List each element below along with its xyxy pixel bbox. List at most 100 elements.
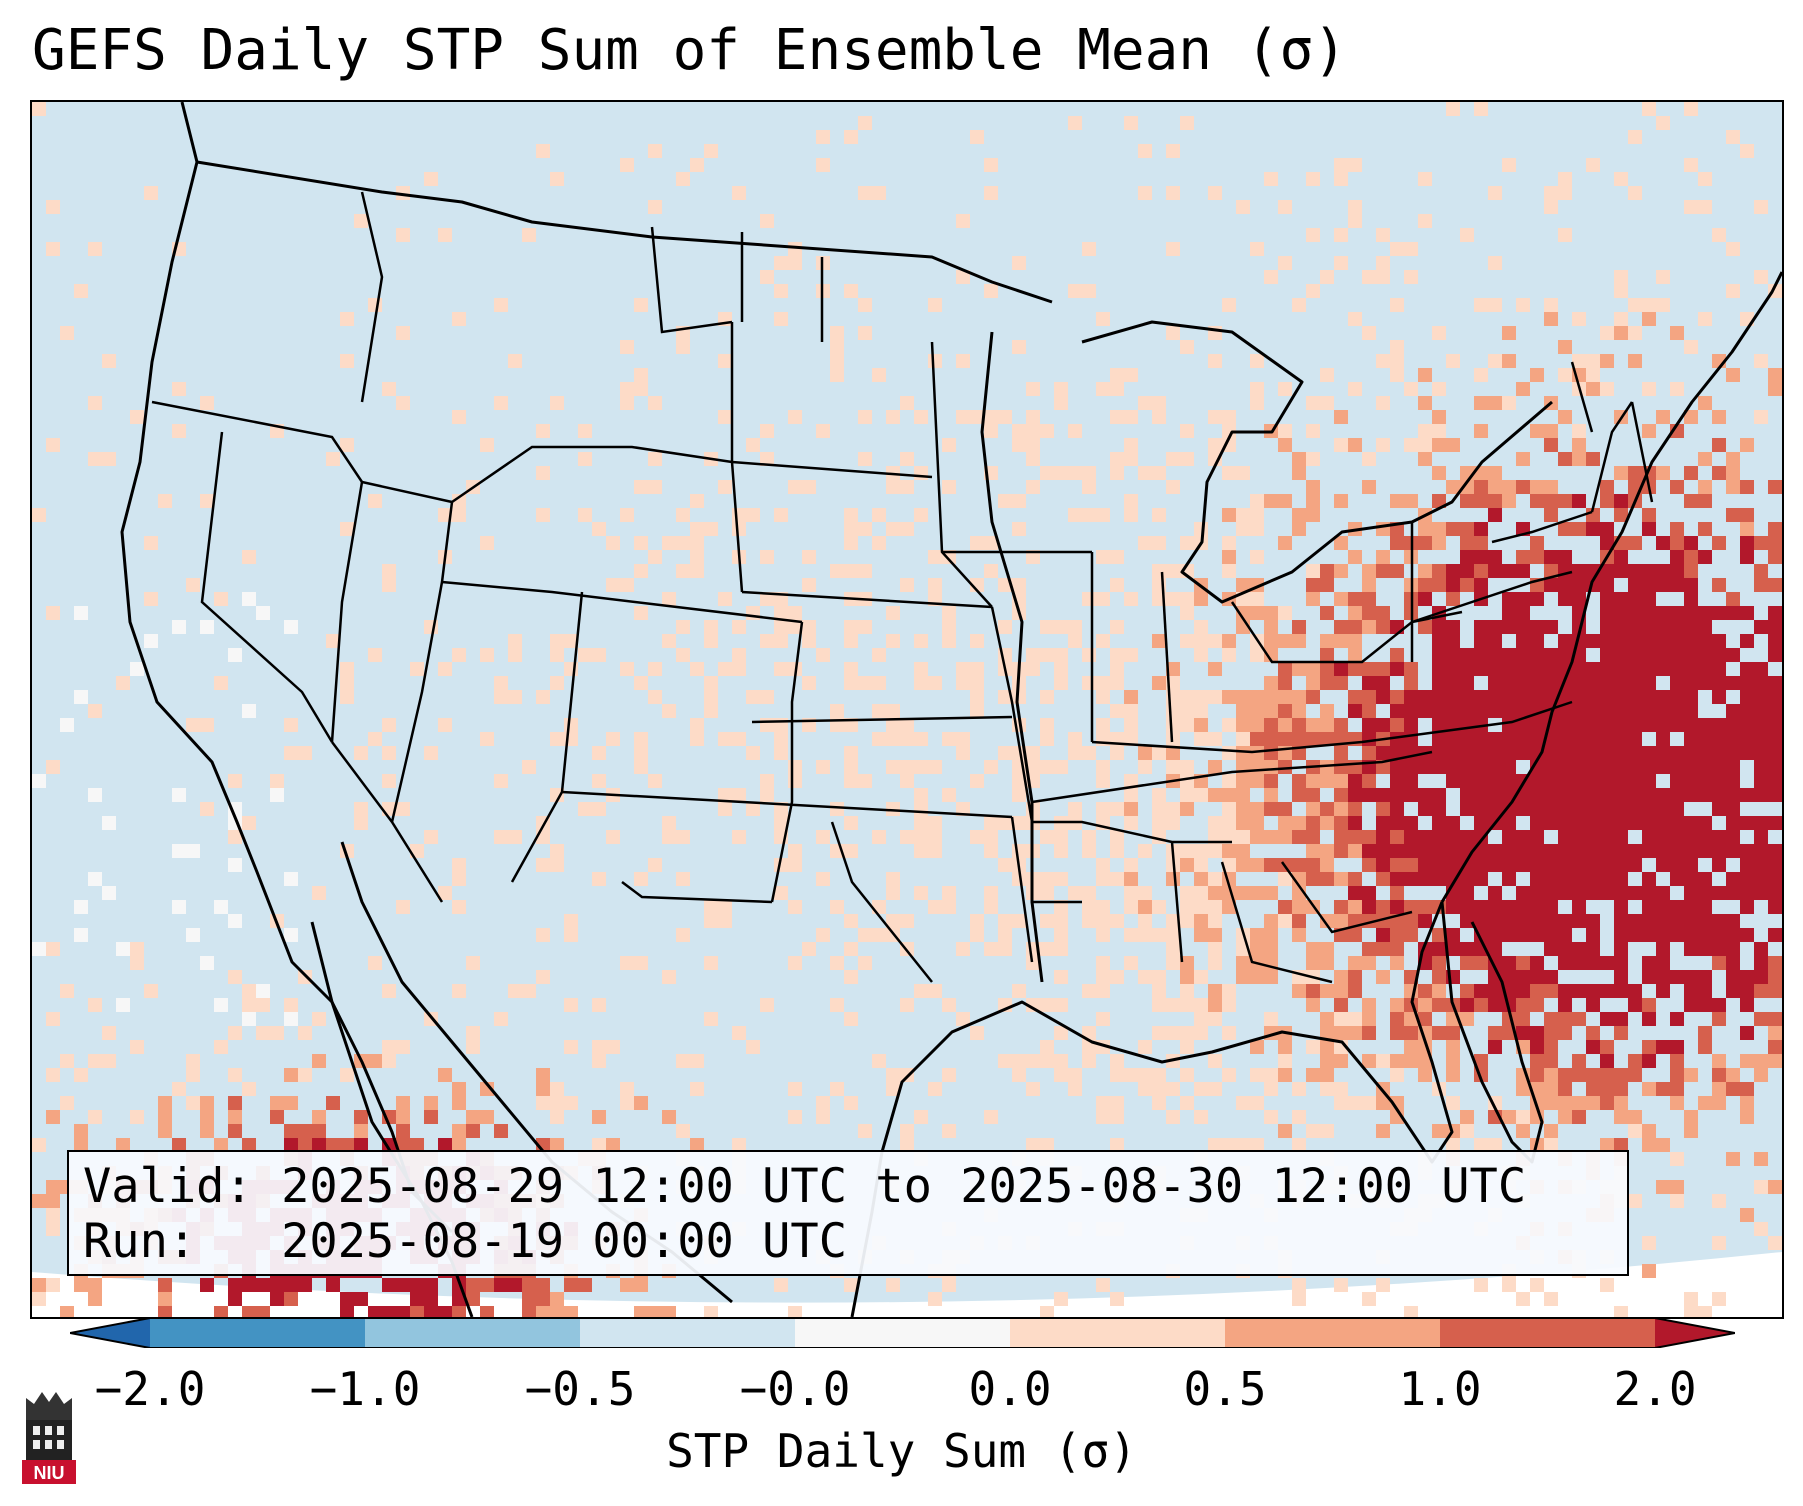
anomaly-cell bbox=[1292, 690, 1306, 704]
anomaly-cell bbox=[1516, 704, 1530, 718]
anomaly-cell bbox=[1698, 984, 1712, 998]
anomaly-cell bbox=[1740, 676, 1754, 690]
anomaly-cell bbox=[1670, 564, 1684, 578]
anomaly-cell bbox=[424, 172, 438, 186]
anomaly-cell bbox=[1418, 564, 1432, 578]
anomaly-cell bbox=[1194, 900, 1208, 914]
anomaly-cell bbox=[1418, 424, 1432, 438]
anomaly-cell bbox=[116, 942, 130, 956]
anomaly-cell bbox=[1516, 480, 1530, 494]
anomaly-cell bbox=[284, 1096, 298, 1110]
anomaly-cell bbox=[1614, 1068, 1628, 1082]
anomaly-cell bbox=[1068, 424, 1082, 438]
anomaly-cell bbox=[340, 354, 354, 368]
anomaly-cell bbox=[1362, 774, 1376, 788]
anomaly-cell bbox=[1530, 494, 1544, 508]
anomaly-cell bbox=[1362, 690, 1376, 704]
anomaly-cell bbox=[1516, 1292, 1530, 1306]
anomaly-cell bbox=[1418, 1068, 1432, 1082]
anomaly-cell bbox=[1558, 494, 1572, 508]
anomaly-cell bbox=[1572, 578, 1586, 592]
anomaly-cell bbox=[886, 606, 900, 620]
anomaly-cell bbox=[1418, 172, 1432, 186]
anomaly-cell bbox=[606, 1040, 620, 1054]
anomaly-cell bbox=[1726, 508, 1740, 522]
anomaly-cell bbox=[690, 718, 704, 732]
anomaly-cell bbox=[746, 690, 760, 704]
anomaly-cell bbox=[1558, 704, 1572, 718]
anomaly-cell bbox=[830, 1082, 844, 1096]
anomaly-cell bbox=[1628, 1110, 1642, 1124]
anomaly-cell bbox=[662, 704, 676, 718]
anomaly-cell bbox=[1194, 970, 1208, 984]
anomaly-cell bbox=[1628, 690, 1642, 704]
anomaly-cell bbox=[1446, 760, 1460, 774]
anomaly-cell bbox=[1124, 732, 1138, 746]
anomaly-cell bbox=[1446, 830, 1460, 844]
anomaly-cell bbox=[1614, 704, 1628, 718]
anomaly-cell bbox=[564, 998, 578, 1012]
anomaly-cell bbox=[1600, 592, 1614, 606]
anomaly-cell bbox=[1572, 914, 1586, 928]
anomaly-cell bbox=[1726, 830, 1740, 844]
anomaly-cell bbox=[368, 494, 382, 508]
anomaly-cell bbox=[1012, 340, 1026, 354]
anomaly-cell bbox=[60, 1306, 74, 1317]
anomaly-cell bbox=[1656, 620, 1670, 634]
anomaly-cell bbox=[1670, 676, 1684, 690]
anomaly-cell bbox=[942, 1124, 956, 1138]
anomaly-cell bbox=[1586, 914, 1600, 928]
anomaly-cell bbox=[1474, 872, 1488, 886]
anomaly-cell bbox=[312, 1012, 326, 1026]
anomaly-cell bbox=[774, 886, 788, 900]
anomaly-cell bbox=[438, 1068, 452, 1082]
anomaly-cell bbox=[1404, 690, 1418, 704]
anomaly-cell bbox=[1460, 1124, 1474, 1138]
anomaly-cell bbox=[1446, 1138, 1460, 1152]
anomaly-cell bbox=[634, 746, 648, 760]
anomaly-cell bbox=[1488, 648, 1502, 662]
anomaly-cell bbox=[1516, 592, 1530, 606]
anomaly-cell bbox=[606, 830, 620, 844]
anomaly-cell bbox=[1264, 788, 1278, 802]
anomaly-cell bbox=[1124, 648, 1138, 662]
anomaly-cell bbox=[550, 788, 564, 802]
anomaly-cell bbox=[1488, 942, 1502, 956]
anomaly-cell bbox=[1166, 928, 1180, 942]
anomaly-cell bbox=[298, 746, 312, 760]
anomaly-cell bbox=[158, 1306, 172, 1317]
anomaly-cell bbox=[368, 956, 382, 970]
anomaly-cell bbox=[1208, 1054, 1222, 1068]
anomaly-cell bbox=[200, 1124, 214, 1138]
anomaly-cell bbox=[1642, 844, 1656, 858]
anomaly-cell bbox=[1460, 998, 1474, 1012]
anomaly-cell bbox=[1642, 1264, 1656, 1278]
anomaly-cell bbox=[1530, 984, 1544, 998]
anomaly-cell bbox=[1124, 704, 1138, 718]
anomaly-cell bbox=[844, 1278, 858, 1292]
anomaly-cell bbox=[1306, 494, 1320, 508]
anomaly-cell bbox=[970, 928, 984, 942]
anomaly-cell bbox=[844, 844, 858, 858]
anomaly-cell bbox=[396, 396, 410, 410]
anomaly-cell bbox=[1432, 564, 1446, 578]
anomaly-cell bbox=[1656, 858, 1670, 872]
anomaly-cell bbox=[592, 1110, 606, 1124]
anomaly-cell bbox=[746, 438, 760, 452]
anomaly-cell bbox=[578, 508, 592, 522]
anomaly-cell bbox=[1474, 480, 1488, 494]
anomaly-cell bbox=[760, 214, 774, 228]
anomaly-cell bbox=[1544, 1040, 1558, 1054]
anomaly-cell bbox=[1586, 802, 1600, 816]
anomaly-cell bbox=[1194, 914, 1208, 928]
colorbar-under-triangle bbox=[70, 1318, 150, 1348]
anomaly-cell bbox=[550, 858, 564, 872]
anomaly-cell bbox=[1488, 858, 1502, 872]
anomaly-cell bbox=[1460, 522, 1474, 536]
anomaly-cell bbox=[1320, 606, 1334, 620]
anomaly-cell bbox=[1474, 984, 1488, 998]
anomaly-cell bbox=[1404, 676, 1418, 690]
anomaly-cell bbox=[1012, 844, 1026, 858]
anomaly-cell bbox=[858, 928, 872, 942]
anomaly-cell bbox=[1432, 704, 1446, 718]
